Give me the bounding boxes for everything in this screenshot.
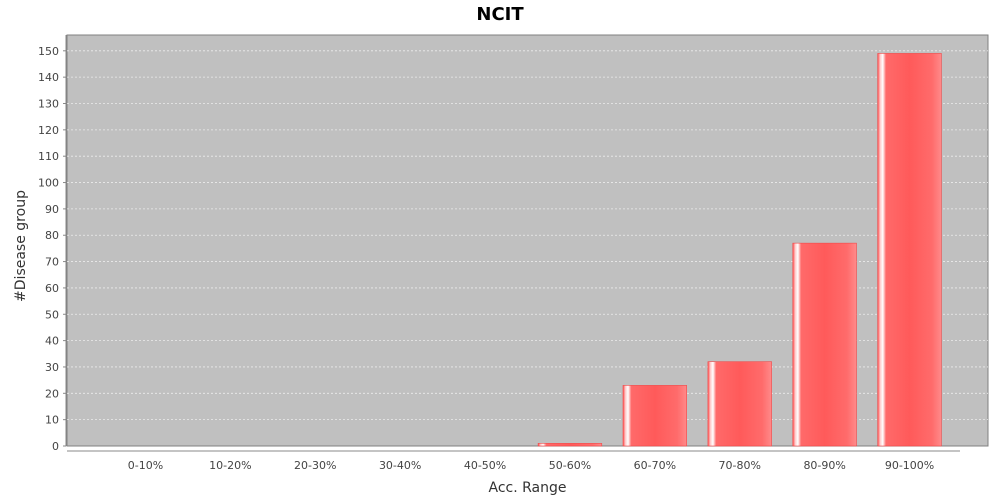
x-tick-label: 30-40%: [379, 459, 421, 472]
x-tick-label: 0-10%: [128, 459, 163, 472]
y-tick-label: 80: [45, 229, 59, 242]
y-tick-label: 150: [38, 45, 59, 58]
y-tick-label: 120: [38, 124, 59, 137]
bars: [537, 53, 942, 447]
x-tick-label: 10-20%: [209, 459, 251, 472]
y-tick-label: 60: [45, 282, 59, 295]
y-tick-label: 140: [38, 71, 59, 84]
x-tick-label: 40-50%: [464, 459, 506, 472]
bar: [707, 361, 772, 447]
y-tick-label: 110: [38, 150, 59, 163]
y-tick-label: 10: [45, 414, 59, 427]
bar: [792, 242, 857, 447]
x-axis: 0-10% 10-20% 20-30% 30-40% 40-50% 50-60% 60-70…: [67, 450, 960, 472]
y-axis: 0 10 20 30 40 50 60 70 80 90 100 110 120 130 140 150: [38, 35, 67, 453]
bar: [622, 385, 687, 447]
x-tick-label: 80-90%: [803, 459, 845, 472]
bar: [537, 443, 603, 447]
x-tick-label: 20-30%: [294, 459, 336, 472]
chart-title: NCIT: [476, 4, 524, 25]
y-tick-label: 130: [38, 98, 59, 111]
y-tick-label: 90: [45, 203, 59, 216]
x-tick-label: 90-100%: [885, 459, 934, 472]
y-tick-label: 40: [45, 335, 59, 348]
y-tick-label: 20: [45, 387, 59, 400]
y-tick-label: 100: [38, 177, 59, 190]
grid-lines: [67, 50, 988, 421]
y-tick-label: 70: [45, 256, 59, 269]
x-tick-label: 70-80%: [719, 459, 761, 472]
x-tick-label: 60-70%: [634, 459, 676, 472]
x-tick-label: 50-60%: [549, 459, 591, 472]
y-tick-label: 30: [45, 361, 59, 374]
y-axis-label: #Disease group: [13, 190, 29, 302]
y-tick-label: 50: [45, 308, 59, 321]
y-tick-label: 0: [52, 440, 59, 453]
x-axis-label: Acc. Range: [489, 480, 567, 496]
bar: [877, 53, 942, 447]
